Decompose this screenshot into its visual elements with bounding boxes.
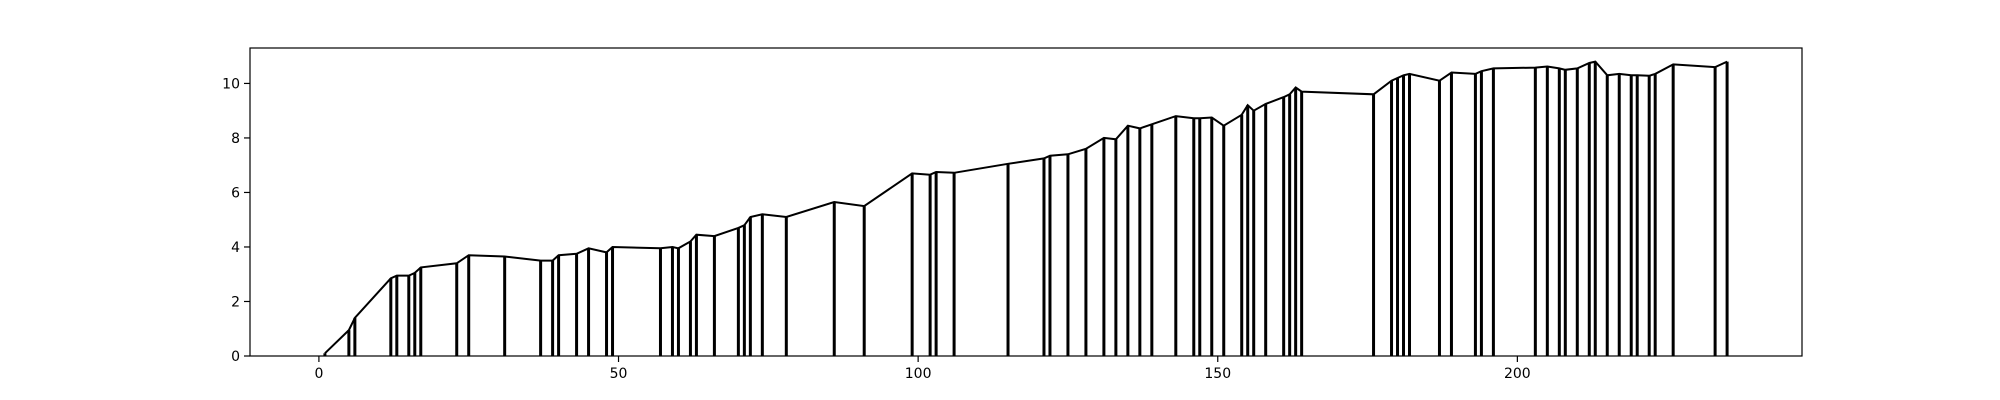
vertical-drop-lines	[323, 61, 1729, 356]
x-axis: 0 50 100 150 200	[314, 356, 1531, 382]
y-tick-label: 8	[231, 131, 240, 147]
y-tick-label: 10	[222, 76, 240, 92]
x-tick-label: 0	[314, 366, 323, 382]
x-tick-label: 100	[905, 366, 932, 382]
y-tick-label: 0	[231, 349, 240, 365]
y-tick-label: 4	[231, 240, 240, 256]
y-axis: 0 2 4 6 8 10	[222, 76, 250, 365]
y-tick-label: 2	[231, 294, 240, 310]
axes-frame	[249, 47, 1803, 357]
x-tick-label: 150	[1204, 366, 1231, 382]
y-tick-label: 6	[231, 185, 240, 201]
series-line	[324, 60, 1728, 355]
x-tick-label: 200	[1504, 366, 1531, 382]
x-tick-label: 50	[610, 366, 628, 382]
